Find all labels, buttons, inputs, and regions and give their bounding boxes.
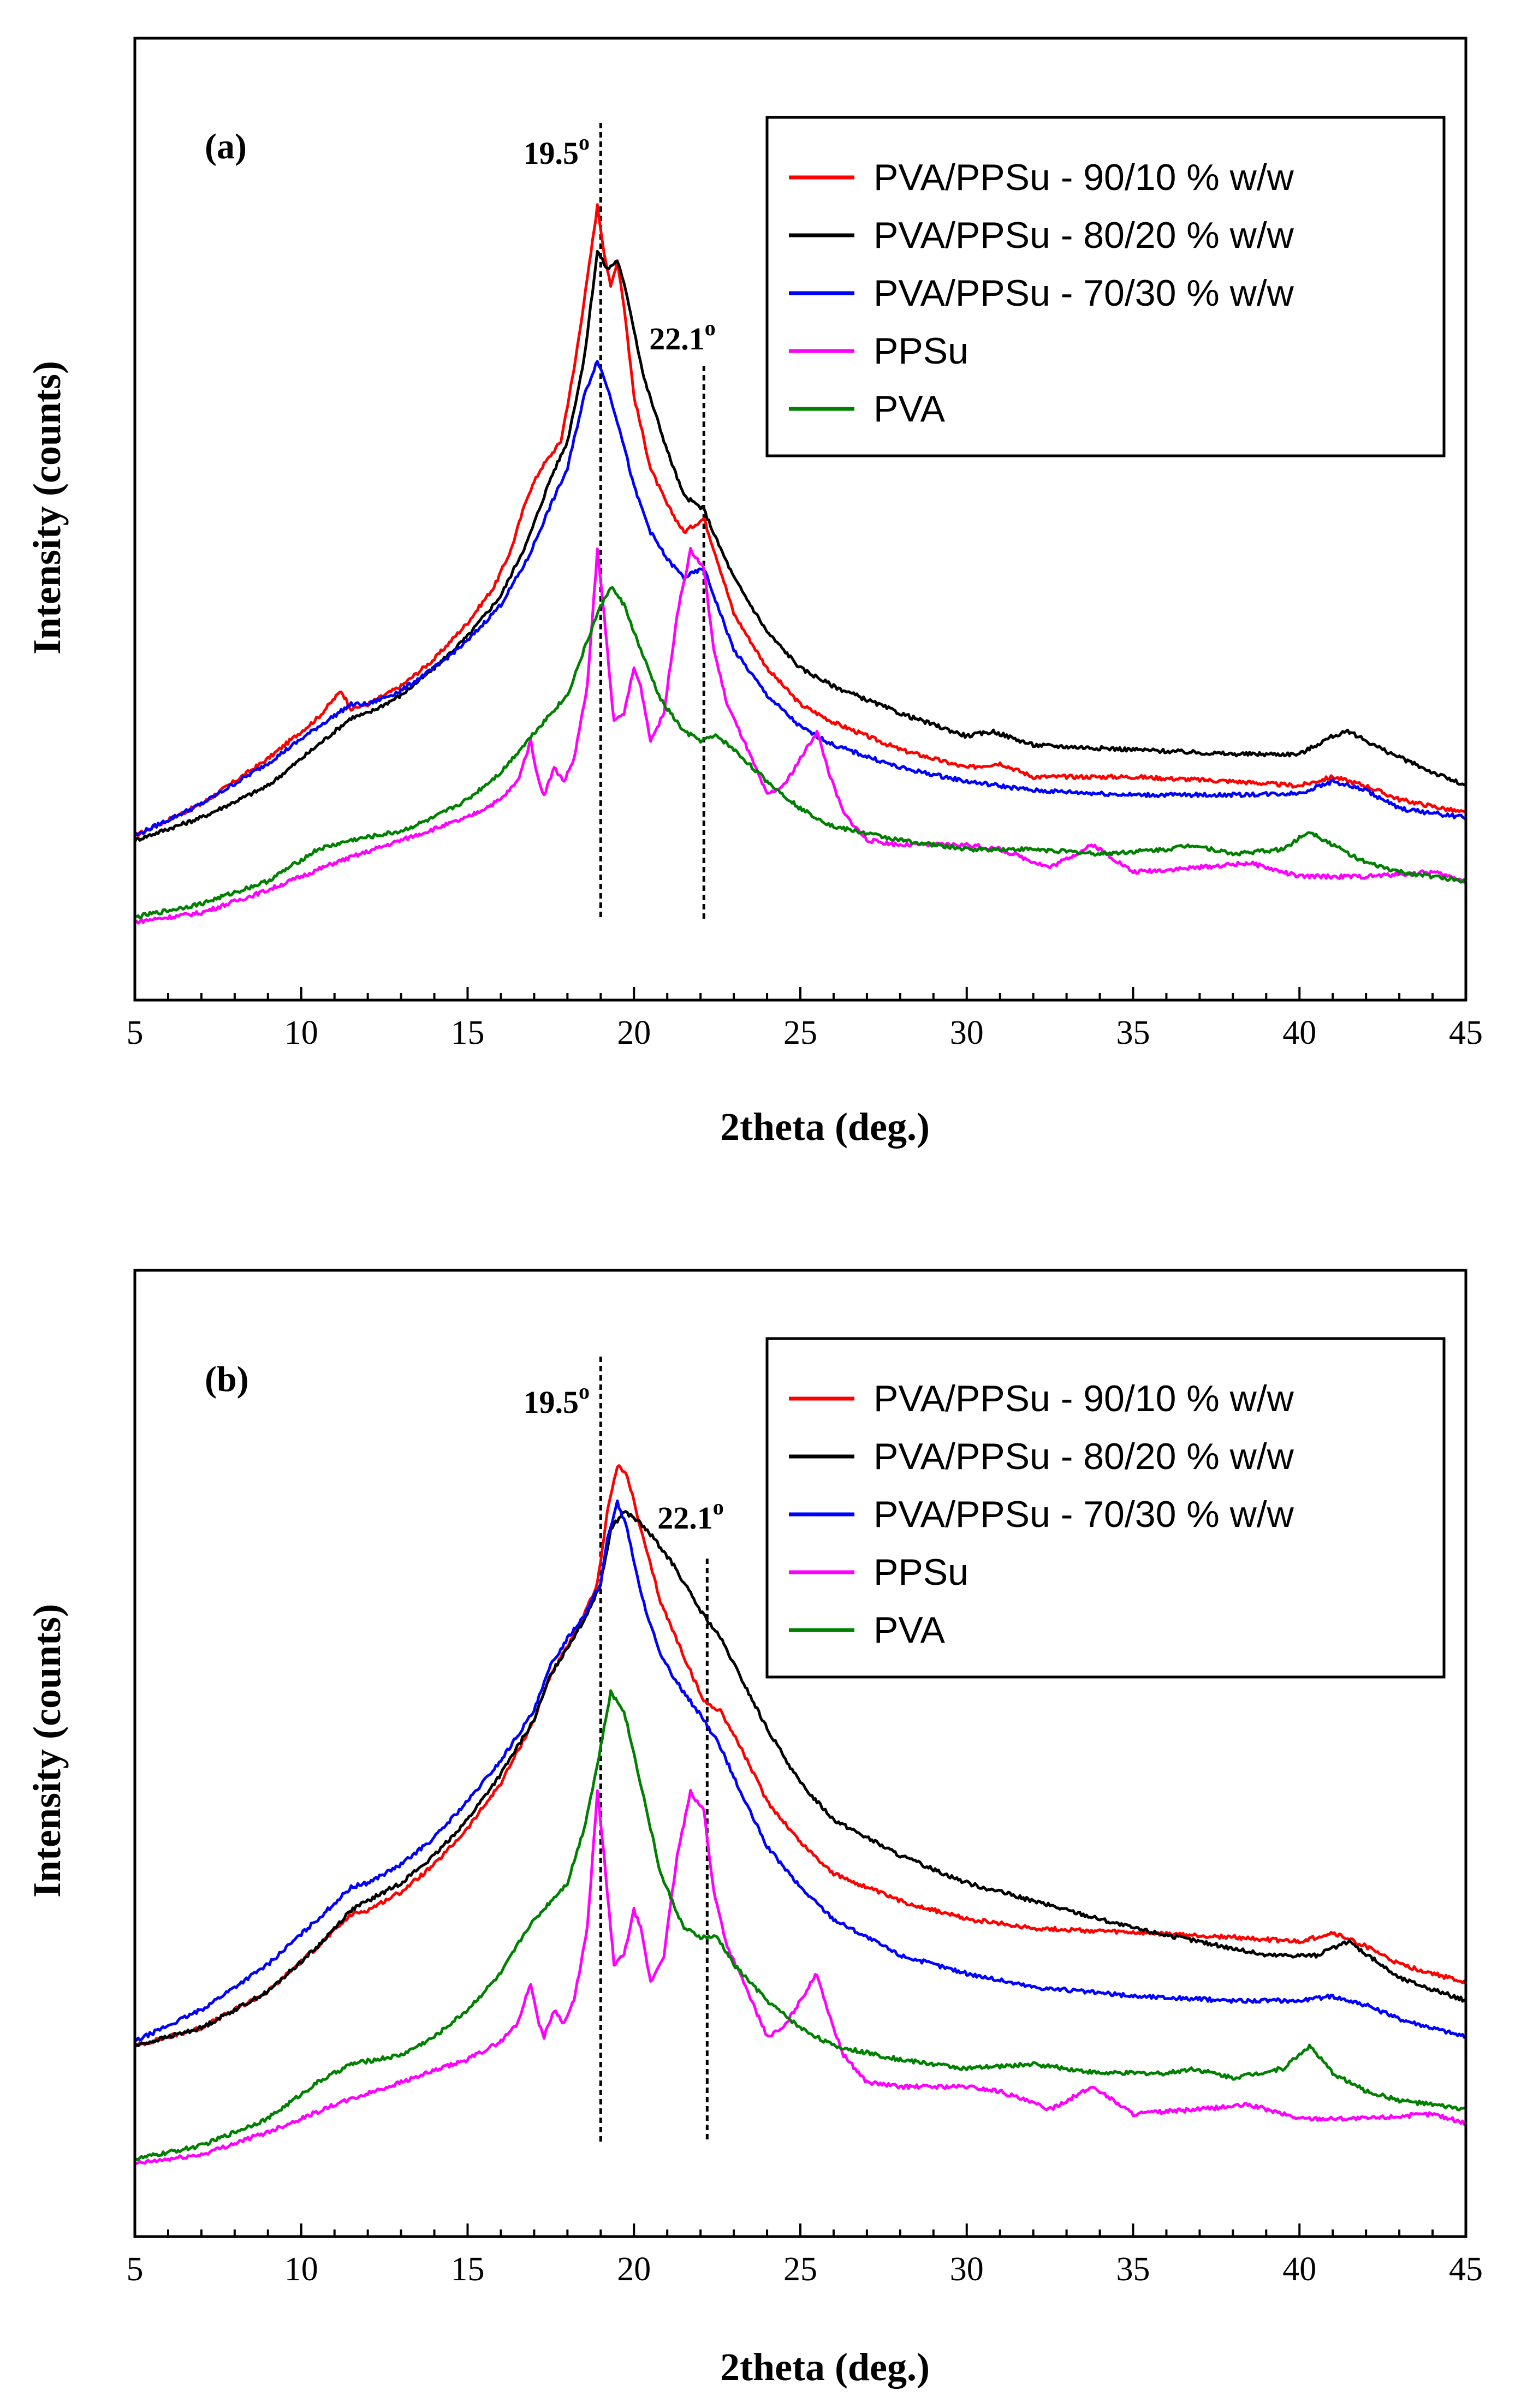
series-line: [134, 203, 1466, 837]
series-line: [134, 1788, 1467, 2165]
x-tick-label: 40: [1282, 2251, 1316, 2288]
x-tick-label: 15: [451, 2251, 485, 2288]
panel-b: Intensity (counts) 2theta (deg.) 5 10 15 20…: [25, 1269, 1483, 2389]
legend-label: PVA: [874, 388, 946, 430]
series-line: [134, 1689, 1466, 2162]
x-tick-label: 40: [1282, 1014, 1316, 1051]
series-line: [133, 249, 1466, 843]
legend: PVA/PPSu - 90/10 % w/w PVA/PPSu - 80/20 …: [765, 116, 1446, 457]
legend-label: PVA/PPSu - 70/30 % w/w: [874, 272, 1294, 314]
legend-entry: PVA: [789, 388, 946, 430]
plot-area: 5 10 15 20 25 30 35 40 45: [127, 123, 1483, 1051]
series-line: [134, 546, 1466, 925]
legend-label: PVA/PPSu - 80/20 % w/w: [874, 1436, 1294, 1477]
series-line: [133, 360, 1467, 837]
x-tick-label: 5: [127, 1014, 144, 1051]
x-tick-label: 30: [950, 2251, 984, 2288]
legend-entry: PVA/PPSu - 70/30 % w/w: [789, 272, 1294, 314]
x-axis-label: 2theta (deg.): [720, 1105, 930, 1149]
x-tick-label: 45: [1449, 1014, 1483, 1051]
legend-label: PVA/PPSu - 90/10 % w/w: [874, 1378, 1294, 1419]
panel-label: (a): [205, 127, 247, 167]
legend-box: [765, 1337, 1446, 1679]
plot-frame: [133, 1269, 1467, 2238]
peak-annotation: 22.1o: [657, 1495, 724, 1536]
legend-entry: PVA/PPSu - 70/30 % w/w: [789, 1494, 1294, 1535]
legend-entry: PPSu: [789, 330, 968, 372]
legend-entry: PVA/PPSu - 80/20 % w/w: [789, 215, 1294, 256]
x-tick-label: 10: [284, 1014, 318, 1051]
x-tick-label: 35: [1116, 1014, 1150, 1051]
panel-label: (b): [205, 1359, 249, 1399]
x-tick-label: 10: [284, 2251, 318, 2288]
series-line: [134, 1499, 1466, 2042]
series-line: [133, 1464, 1467, 2048]
x-tick-label: 30: [950, 1014, 984, 1051]
plot-frame: [133, 37, 1467, 1002]
legend-entry: PPSu: [789, 1551, 968, 1593]
x-axis-label: 2theta (deg.): [720, 2345, 930, 2389]
legend-box: [765, 116, 1446, 457]
series-line: [134, 586, 1467, 920]
y-axis-label: Intensity (counts): [25, 1604, 69, 1898]
peak-annotation: 19.5o: [524, 1379, 590, 1420]
peak-annotation: 22.1o: [649, 316, 716, 356]
x-tick-label: 35: [1116, 2251, 1150, 2288]
x-tick-label: 5: [127, 2251, 144, 2288]
peak-annotation: 19.5o: [524, 130, 590, 171]
legend-label: PPSu: [874, 330, 968, 372]
legend-entry: PVA/PPSu - 90/10 % w/w: [789, 157, 1294, 198]
x-tick-label: 25: [783, 2251, 817, 2288]
y-axis-label: Intensity (counts): [25, 361, 69, 655]
x-tick-label: 20: [617, 1014, 651, 1051]
series-line: [134, 1510, 1467, 2048]
legend-label: PVA/PPSu - 70/30 % w/w: [874, 1494, 1294, 1535]
legend-label: PVA/PPSu - 80/20 % w/w: [874, 215, 1294, 256]
panel-a: Intensity (counts) 2theta (deg.) 5 10 15 20…: [25, 37, 1483, 1149]
x-tick-label: 45: [1449, 2251, 1483, 2288]
legend-entry: PVA/PPSu - 90/10 % w/w: [789, 1378, 1294, 1419]
legend: PVA/PPSu - 90/10 % w/w PVA/PPSu - 80/20 …: [765, 1337, 1446, 1679]
legend-entry: PVA: [789, 1609, 946, 1651]
x-tick-label: 20: [617, 2251, 651, 2288]
x-tick-label: 15: [451, 1014, 485, 1051]
legend-label: PVA/PPSu - 90/10 % w/w: [874, 157, 1294, 198]
legend-entry: PVA/PPSu - 80/20 % w/w: [789, 1436, 1294, 1477]
legend-label: PPSu: [874, 1551, 968, 1593]
x-tick-label: 25: [783, 1014, 817, 1051]
legend-label: PVA: [874, 1609, 946, 1651]
